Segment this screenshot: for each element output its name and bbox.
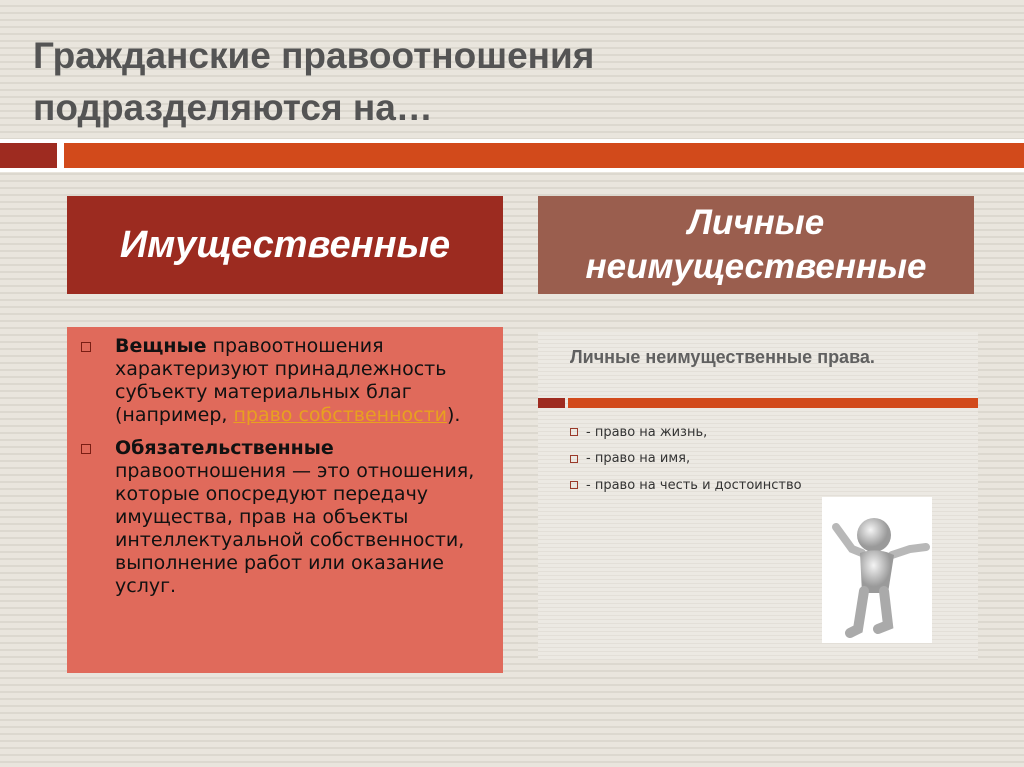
list-item-text: - право на жизнь, [586, 424, 708, 440]
property-header: Имущественные [67, 196, 503, 294]
personal-header-line-2: неимущественные [585, 247, 927, 286]
slide-title: Гражданские правоотношения подразделяютс… [33, 30, 594, 134]
term: Вещные [115, 335, 207, 357]
list-item: Обязательственные правоотношения — это о… [81, 437, 489, 598]
personal-rights-picture: Личные неимущественные права. - право на… [538, 332, 978, 660]
personal-header-line-1: Личные [687, 203, 825, 242]
definition-end: ). [447, 404, 461, 426]
list-item: - право на честь и достоинство [570, 472, 802, 499]
square-bullet-icon [81, 342, 91, 352]
property-content: Вещные правоотношения характеризуют прин… [67, 327, 503, 673]
inner-divider-orange [568, 398, 978, 408]
list-item-text: - право на имя, [586, 451, 691, 467]
rights-list: - право на жизнь, - право на имя, - прав… [570, 419, 802, 499]
title-line-2: подразделяются на… [33, 87, 433, 128]
divider-accent-dark [0, 143, 57, 168]
property-header-text: Имущественные [119, 223, 451, 266]
inner-divider-dark [538, 398, 565, 408]
list-item-text: Обязательственные правоотношения — это о… [115, 437, 489, 598]
list-item-text: Вещные правоотношения характеризуют прин… [115, 335, 489, 427]
ownership-link[interactable]: право собственности [233, 404, 447, 426]
list-item-text: - право на честь и достоинство [586, 477, 802, 493]
list-item: Вещные правоотношения характеризуют прин… [81, 335, 489, 427]
person-figure-image [822, 497, 932, 643]
person-figure-icon [832, 518, 930, 638]
title-line-1: Гражданские правоотношения [33, 35, 595, 76]
square-bullet-icon [570, 428, 578, 437]
square-bullet-icon [81, 444, 91, 454]
divider-accent-orange [64, 143, 1024, 168]
definition: правоотношения характеризуют принадлежно… [115, 335, 447, 426]
square-bullet-icon [570, 454, 578, 463]
inner-title: Личные неимущественные права. [570, 347, 875, 367]
list-item: - право на имя, [570, 446, 802, 473]
list-item: - право на жизнь, [570, 419, 802, 446]
personal-header: Личные неимущественные [538, 196, 974, 294]
square-bullet-icon [570, 481, 578, 490]
definition: правоотношения — это отношения, которые … [115, 460, 475, 597]
term: Обязательственные [115, 437, 334, 459]
